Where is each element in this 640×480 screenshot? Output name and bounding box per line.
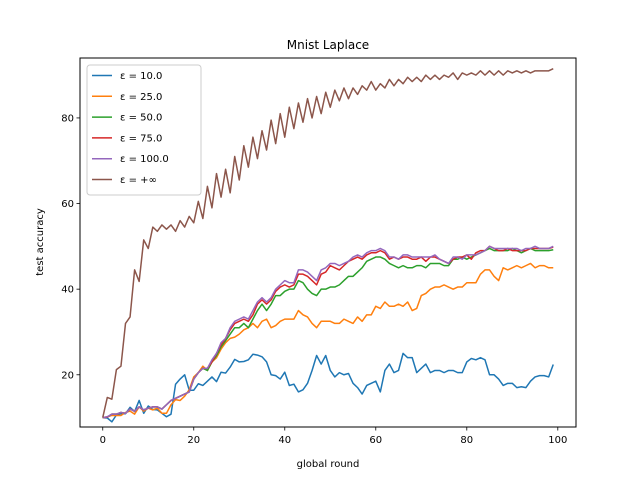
legend-label-2: ε = 50.0	[120, 113, 162, 124]
x-tick-label: 20	[187, 435, 200, 446]
series-line-0	[102, 352, 554, 423]
legend-label-5: ε = +∞	[120, 175, 157, 186]
plot-area-frame	[79, 57, 577, 428]
series-line-1	[102, 262, 554, 419]
chart-title: Mnist Laplace	[287, 38, 369, 52]
x-axis-label: global round	[297, 459, 360, 470]
series-layer	[102, 68, 554, 423]
legend-frame	[86, 64, 202, 196]
x-tick-label: 40	[278, 435, 291, 446]
ticks-layer: 0 20 40 60 80 100 20 40 60 80	[61, 113, 567, 446]
legend-label-4: ε = 100.0	[120, 154, 169, 165]
legend: ε = 10.0 ε = 25.0 ε = 50.0 ε = 75.0 ε = 100.…	[86, 64, 202, 196]
x-tick-label: 100	[548, 435, 567, 446]
x-tick-label: 0	[100, 435, 106, 446]
series-line-4	[102, 245, 554, 419]
x-tick-label: 80	[460, 435, 473, 446]
y-tick-label: 60	[61, 199, 74, 210]
series-line-5	[102, 68, 554, 418]
legend-label-0: ε = 10.0	[120, 71, 162, 82]
x-tick-label: 60	[369, 435, 382, 446]
y-tick-label: 20	[61, 370, 74, 381]
legend-label-3: ε = 75.0	[120, 133, 162, 144]
legend-label-1: ε = 25.0	[120, 92, 162, 103]
y-tick-label: 80	[61, 113, 74, 124]
y-tick-label: 40	[61, 285, 74, 296]
y-axis-label: test accuracy	[35, 208, 46, 276]
